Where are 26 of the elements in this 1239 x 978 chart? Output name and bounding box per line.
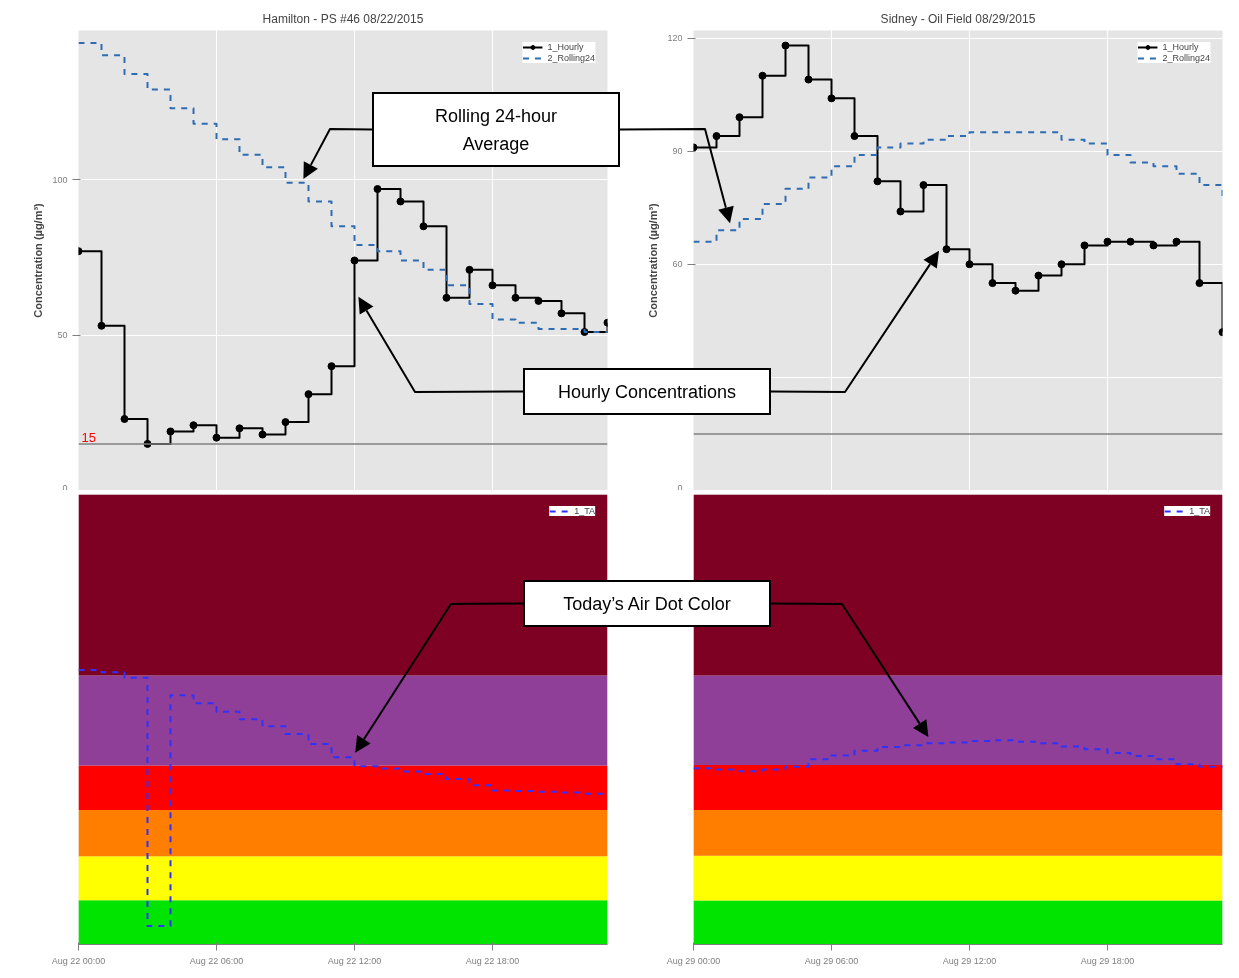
y-tick-label: 0 xyxy=(677,482,683,493)
chart-title: Hamilton - PS #46 08/22/2015 xyxy=(262,11,424,26)
y-axis-title: Concentration (µg/m³) xyxy=(647,202,660,318)
x-tick-label: Aug 29 18:00 xyxy=(1080,955,1135,966)
x-tick-label: Aug 29 06:00 xyxy=(804,955,859,966)
legend-label: 1_TA xyxy=(574,506,595,516)
legend-label: 1_Hourly xyxy=(1162,42,1199,52)
x-tick-label: Aug 29 12:00 xyxy=(942,955,997,966)
ref-line-label: 15 xyxy=(81,429,96,445)
legend-label: 2_Rolling24 xyxy=(1162,53,1210,63)
x-tick-label: Aug 22 06:00 xyxy=(189,955,244,966)
legend-label: 1_Hourly xyxy=(547,42,584,52)
x-tick-label: Aug 22 00:00 xyxy=(51,955,106,966)
x-tick-label: Aug 22 18:00 xyxy=(465,955,520,966)
y-tick-label: 60 xyxy=(672,259,683,270)
y-tick-label: 0 xyxy=(62,482,68,493)
x-tick-label: Aug 29 00:00 xyxy=(666,955,721,966)
y-tick-label: 90 xyxy=(672,146,683,157)
x-tick-label: Aug 22 12:00 xyxy=(327,955,382,966)
legend-label: 2_Rolling24 xyxy=(547,53,595,63)
legend-label: 1_TA xyxy=(1189,506,1210,516)
chart-title: Sidney - Oil Field 08/29/2015 xyxy=(880,11,1036,26)
y-tick-label: 50 xyxy=(57,330,68,341)
y-axis-title: Concentration (µg/m³) xyxy=(32,202,45,318)
y-tick-label: 120 xyxy=(667,33,683,44)
y-tick-label: 100 xyxy=(52,174,68,185)
